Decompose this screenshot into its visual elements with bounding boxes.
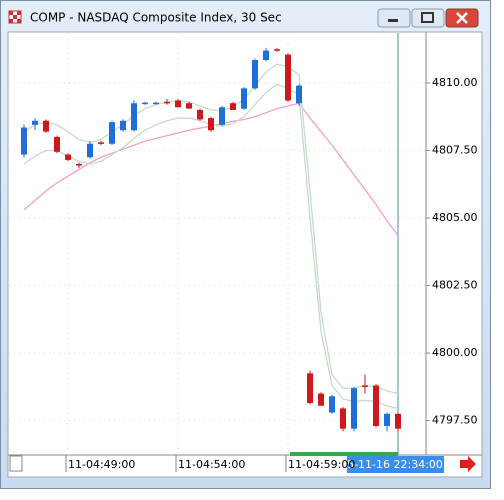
candle-body xyxy=(296,85,302,104)
scroll-arrow[interactable] xyxy=(460,456,476,472)
candle-body xyxy=(98,142,104,144)
x-tick-label: 11-04:59:00 xyxy=(288,458,355,471)
candle-body xyxy=(285,54,291,101)
candle-body xyxy=(307,373,313,404)
close-button[interactable] xyxy=(445,8,479,28)
y-tick-label: 4807.50 xyxy=(432,143,478,156)
candle-body xyxy=(362,385,368,387)
indicator-line xyxy=(23,63,399,395)
minimize-button[interactable] xyxy=(377,8,411,28)
candle-body xyxy=(43,120,49,132)
candle-body xyxy=(395,413,401,429)
candle-body xyxy=(351,388,357,429)
window-title: COMP - NASDAQ Composite Index, 30 Sec xyxy=(30,11,282,25)
candle-body xyxy=(120,120,126,131)
candle-body xyxy=(329,396,335,413)
candle-body xyxy=(21,127,27,155)
x-tick-label: 11-04:54:00 xyxy=(178,458,245,471)
candle-body xyxy=(318,393,324,406)
selection-bar xyxy=(290,452,398,456)
candle-body xyxy=(142,102,148,105)
candle-body xyxy=(109,122,115,144)
candle-body xyxy=(373,385,379,426)
candle-body xyxy=(164,101,170,104)
candle-body xyxy=(153,102,159,105)
candle-body xyxy=(54,136,60,152)
y-tick-label: 4805.00 xyxy=(432,211,478,224)
candle-body xyxy=(65,154,71,160)
x-tick-label: 11-04:49:00 xyxy=(68,458,135,471)
candle-body xyxy=(197,109,203,120)
candle-body xyxy=(186,103,192,109)
scroll-box[interactable] xyxy=(9,455,23,472)
candle-body xyxy=(230,103,236,110)
candle-body xyxy=(340,408,346,429)
cursor-label: 5-11-16 22:34:00 xyxy=(347,458,443,471)
candle-body xyxy=(87,143,93,158)
candle-body xyxy=(274,49,280,51)
candle-body xyxy=(131,103,137,131)
y-tick-label: 4810.00 xyxy=(432,76,478,89)
candle-body xyxy=(241,88,247,109)
candle-body xyxy=(32,120,38,125)
y-tick-label: 4797.50 xyxy=(432,414,478,427)
cursor-label-box xyxy=(347,456,444,473)
candle-body xyxy=(175,100,181,108)
candle-body xyxy=(384,413,390,426)
y-tick-label: 4800.00 xyxy=(432,346,478,359)
candle-body xyxy=(76,163,82,166)
y-tick-label: 4802.50 xyxy=(432,279,478,292)
candle-body xyxy=(252,60,258,89)
candle-body xyxy=(208,118,214,131)
candle-body xyxy=(219,107,225,125)
app-icon xyxy=(8,10,22,24)
candle-body xyxy=(263,50,269,61)
maximize-button[interactable] xyxy=(411,8,445,28)
